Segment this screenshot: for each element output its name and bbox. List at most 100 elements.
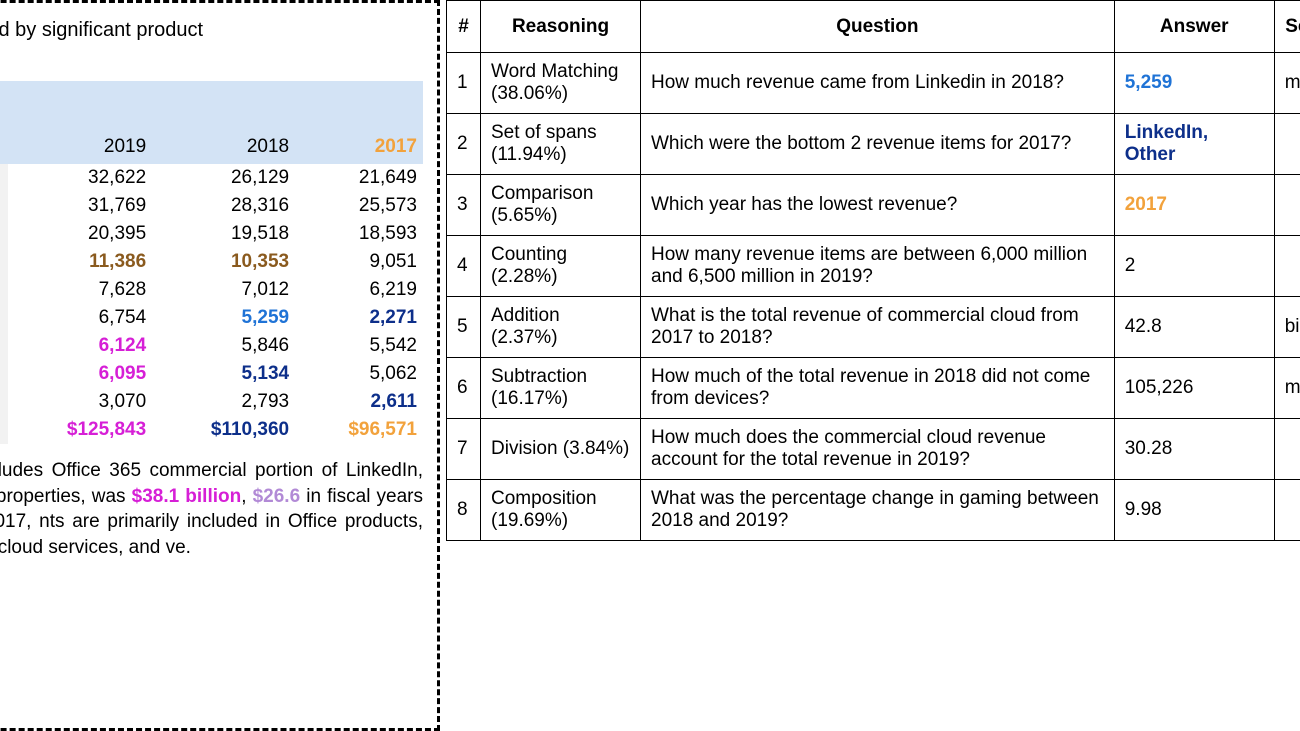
qa-row: 5Addition (2.37%)What is the total reven… [447, 297, 1300, 358]
qa-row: 4Counting (2.28%)How many revenue items … [447, 236, 1300, 297]
table-row: $125,843$110,360$96,571 [0, 416, 423, 444]
qa-row: 2Set of spans (11.94%)Which were the bot… [447, 114, 1300, 175]
cell-value: $96,571 [295, 416, 423, 444]
cell-value: 5,134 [152, 360, 295, 388]
cell-value: 5,062 [295, 360, 423, 388]
qa-reason: Subtraction (16.17%) [481, 358, 641, 419]
table-row: 6,0955,1345,062 [0, 360, 423, 388]
qa-answer: 42.8 [1114, 297, 1274, 358]
qa-question: How much of the total revenue in 2018 di… [641, 358, 1115, 419]
qa-row: 7Division (3.84%)How much does the comme… [447, 419, 1300, 480]
cell-value: 10,353 [152, 248, 295, 276]
footnote-paragraph: revenue, which includes Office 365 comme… [0, 458, 423, 561]
col-answer: Answer [1114, 1, 1274, 53]
cell-value: 19,518 [152, 220, 295, 248]
qa-reason: Composition (19.69%) [481, 480, 641, 541]
cell-value: 28,316 [152, 192, 295, 220]
para-span: $26.6 [253, 486, 301, 507]
col-question: Question [641, 1, 1115, 53]
qa-num: 3 [447, 175, 481, 236]
qa-reason: Word Matching (38.06%) [481, 53, 641, 114]
qa-answer: 2017 [1114, 175, 1274, 236]
qa-num: 5 [447, 297, 481, 358]
qa-answer: 9.98 [1114, 480, 1274, 541]
cell-value: 2,793 [152, 388, 295, 416]
qa-answer: 105,226 [1114, 358, 1274, 419]
cell-value: 2,611 [295, 388, 423, 416]
cell-value: 6,754 [8, 304, 153, 332]
qa-num: 8 [447, 480, 481, 541]
qa-num: 6 [447, 358, 481, 419]
year-2018: 2018 [152, 133, 295, 164]
qa-reason: Comparison (5.65%) [481, 175, 641, 236]
cell-value: 2,271 [295, 304, 423, 332]
cell-value: 21,649 [295, 164, 423, 192]
cell-value: 5,259 [152, 304, 295, 332]
cell-value: 5,846 [152, 332, 295, 360]
qa-reason: Counting (2.28%) [481, 236, 641, 297]
qa-answer: 5,259 [1114, 53, 1274, 114]
col-reason: Reasoning [481, 1, 641, 53]
qa-scale [1274, 114, 1300, 175]
cell-value: 32,622 [8, 164, 153, 192]
row-label [0, 220, 8, 248]
col-scale: Sc [1274, 1, 1300, 53]
qa-question: How much does the commercial cloud reven… [641, 419, 1115, 480]
qa-scale: mil [1274, 53, 1300, 114]
cell-value: $110,360 [152, 416, 295, 444]
qa-question: What is the total revenue of commercial … [641, 297, 1115, 358]
qa-table: # Reasoning Question Answer Sc 1Word Mat… [446, 0, 1300, 541]
cell-value: 6,219 [295, 276, 423, 304]
row-label [0, 360, 8, 388]
qa-num: 1 [447, 53, 481, 114]
row-label: l services [0, 192, 8, 220]
qa-question: How much revenue came from Linkedin in 2… [641, 53, 1115, 114]
cell-value: $125,843 [8, 416, 153, 444]
table-row: 11,38610,3539,051 [0, 248, 423, 276]
year-2017: 2017 [295, 133, 423, 164]
qa-answer: 30.28 [1114, 419, 1274, 480]
row-label: d services [0, 164, 8, 192]
qa-num: 4 [447, 236, 481, 297]
qa-answer: LinkedIn, Other [1114, 114, 1274, 175]
cell-value: 9,051 [295, 248, 423, 276]
cell-value: 31,769 [8, 192, 153, 220]
financial-table: 2019 2018 2017 d services32,62226,12921,… [0, 81, 423, 444]
cell-value: 3,070 [8, 388, 153, 416]
qa-scale: mil [1274, 358, 1300, 419]
table-row: d services32,62226,12921,649 [0, 164, 423, 192]
row-label [0, 304, 8, 332]
table-row: l services31,76928,31625,573 [0, 192, 423, 220]
qa-row: 6Subtraction (16.17%)How much of the tot… [447, 358, 1300, 419]
cell-value: 7,012 [152, 276, 295, 304]
cell-value: 7,628 [8, 276, 153, 304]
source-document-panel: ustomers, classified by significant prod… [0, 0, 440, 731]
qa-question: What was the percentage change in gaming… [641, 480, 1115, 541]
row-label [0, 332, 8, 360]
cell-value: 11,386 [8, 248, 153, 276]
qa-scale [1274, 419, 1300, 480]
qa-answer: 2 [1114, 236, 1274, 297]
cell-value: 6,095 [8, 360, 153, 388]
intro-line1: ustomers, classified by significant prod… [0, 19, 203, 41]
table-row: 20,39519,51818,593 [0, 220, 423, 248]
qa-panel: # Reasoning Question Answer Sc 1Word Mat… [440, 0, 1300, 731]
row-label [0, 388, 8, 416]
qa-question: Which year has the lowest revenue? [641, 175, 1115, 236]
cell-value: 18,593 [295, 220, 423, 248]
qa-row: 1Word Matching (38.06%)How much revenue … [447, 53, 1300, 114]
cell-value: 25,573 [295, 192, 423, 220]
cell-value: 20,395 [8, 220, 153, 248]
cell-value: 26,129 [152, 164, 295, 192]
qa-row: 3Comparison (5.65%)Which year has the lo… [447, 175, 1300, 236]
row-label [0, 416, 8, 444]
cell-value: 6,124 [8, 332, 153, 360]
qa-reason: Division (3.84%) [481, 419, 641, 480]
cell-value: 5,542 [295, 332, 423, 360]
row-label [0, 276, 8, 304]
qa-scale [1274, 175, 1300, 236]
qa-reason: Set of spans (11.94%) [481, 114, 641, 175]
qa-scale: bil [1274, 297, 1300, 358]
table-row: 3,0702,7932,611 [0, 388, 423, 416]
table-row: 6,7545,2592,271 [0, 304, 423, 332]
